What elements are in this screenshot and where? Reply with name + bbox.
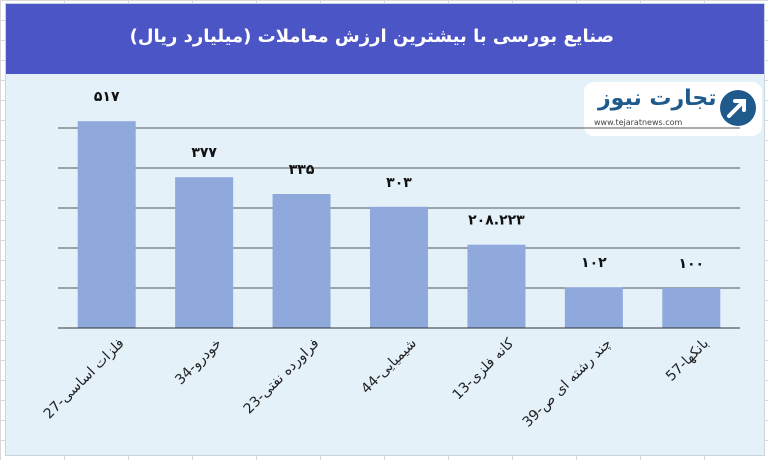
bar <box>175 177 234 328</box>
category-label: 23-فراورده نفتی <box>241 336 323 418</box>
category-label: 39-چند رشته ای ص <box>520 336 615 431</box>
data-label: ۱۰۰ <box>678 256 704 272</box>
data-label: ۳۳۵ <box>289 162 315 178</box>
bar <box>467 244 526 328</box>
chart-header: صنایع بورسی با بیشترین ارزش معاملات (میل… <box>6 4 764 74</box>
logo-arrow-icon <box>720 90 756 126</box>
category-label: 34-خودرو <box>172 336 225 389</box>
data-label: ۵۱۷ <box>94 89 120 105</box>
data-label: ۱۰۲ <box>581 255 607 271</box>
tejaratnews-logo: تجارت نیوز www.tejaratnews.com <box>584 82 762 136</box>
category-label: 13-کانه فلزی <box>450 335 518 403</box>
data-label: ۳۷۷ <box>191 145 217 161</box>
category-label: 44-شیمیایی <box>358 336 420 398</box>
bar <box>77 121 136 328</box>
data-label: ۲۰۸.۲۲۳ <box>468 213 525 229</box>
category-label: 27-فلزات اساسی <box>41 336 128 423</box>
bar <box>662 288 721 328</box>
chart-title: صنایع بورسی با بیشترین ارزش معاملات (میل… <box>129 26 614 47</box>
logo-name: تجارت نیوز <box>598 86 717 111</box>
logo-url: www.tejaratnews.com <box>594 118 683 127</box>
bar <box>272 194 331 328</box>
bar <box>564 287 623 328</box>
bar <box>370 206 428 328</box>
data-label: ۳۰۳ <box>386 175 412 191</box>
category-label: 57-بانکها <box>663 336 712 385</box>
